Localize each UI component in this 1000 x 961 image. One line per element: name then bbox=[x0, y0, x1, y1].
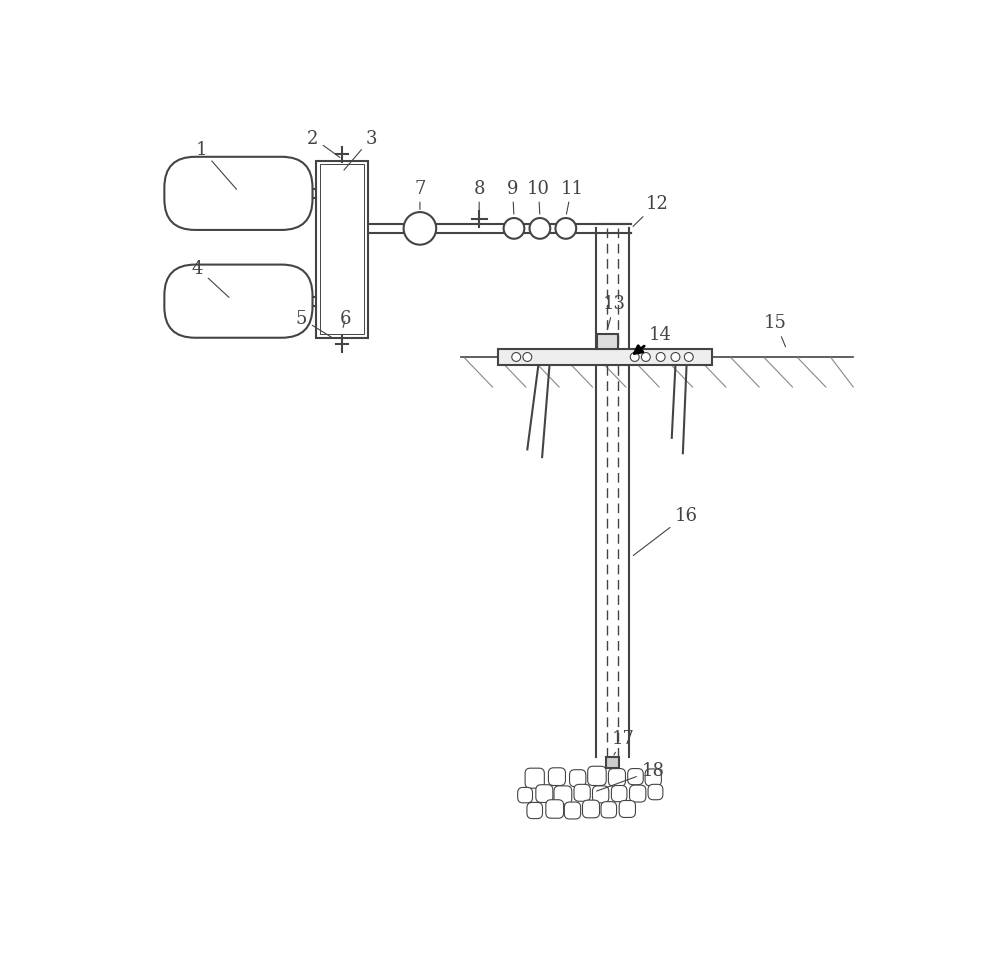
Bar bbox=[597, 334, 618, 350]
Circle shape bbox=[630, 354, 639, 362]
FancyBboxPatch shape bbox=[648, 784, 663, 800]
FancyBboxPatch shape bbox=[536, 785, 553, 802]
Circle shape bbox=[656, 354, 665, 362]
Text: 5: 5 bbox=[296, 310, 332, 338]
Text: 10: 10 bbox=[527, 180, 550, 215]
FancyBboxPatch shape bbox=[645, 769, 661, 786]
Circle shape bbox=[530, 219, 550, 239]
Circle shape bbox=[404, 213, 436, 245]
Circle shape bbox=[684, 354, 693, 362]
FancyBboxPatch shape bbox=[518, 788, 532, 803]
Circle shape bbox=[504, 219, 524, 239]
Text: 3: 3 bbox=[344, 130, 378, 171]
FancyBboxPatch shape bbox=[601, 801, 617, 818]
FancyBboxPatch shape bbox=[164, 158, 313, 231]
Text: 12: 12 bbox=[633, 195, 668, 227]
FancyBboxPatch shape bbox=[554, 786, 572, 804]
Bar bbox=[606, 757, 619, 769]
Circle shape bbox=[671, 354, 680, 362]
FancyBboxPatch shape bbox=[570, 770, 586, 787]
FancyBboxPatch shape bbox=[611, 786, 627, 801]
Bar bbox=[498, 350, 712, 365]
FancyBboxPatch shape bbox=[628, 769, 643, 785]
Text: 16: 16 bbox=[633, 506, 698, 555]
FancyBboxPatch shape bbox=[592, 786, 609, 803]
FancyBboxPatch shape bbox=[546, 800, 564, 819]
Text: 2: 2 bbox=[307, 130, 340, 159]
Text: 4: 4 bbox=[192, 260, 229, 298]
FancyBboxPatch shape bbox=[574, 784, 590, 801]
Text: 18: 18 bbox=[597, 762, 665, 791]
Bar bbox=[316, 161, 368, 338]
FancyBboxPatch shape bbox=[164, 265, 313, 338]
Text: 15: 15 bbox=[764, 314, 787, 347]
FancyBboxPatch shape bbox=[588, 767, 606, 786]
Circle shape bbox=[512, 354, 521, 362]
FancyBboxPatch shape bbox=[564, 802, 581, 819]
Text: 6: 6 bbox=[340, 310, 352, 328]
Text: 14: 14 bbox=[634, 326, 672, 354]
Text: 9: 9 bbox=[507, 180, 518, 215]
FancyBboxPatch shape bbox=[582, 801, 600, 818]
Text: 8: 8 bbox=[473, 180, 485, 216]
Text: 11: 11 bbox=[560, 180, 583, 215]
Text: 1: 1 bbox=[196, 141, 237, 190]
FancyBboxPatch shape bbox=[525, 769, 544, 788]
Circle shape bbox=[641, 354, 650, 362]
FancyBboxPatch shape bbox=[619, 801, 635, 818]
FancyBboxPatch shape bbox=[548, 768, 565, 786]
FancyBboxPatch shape bbox=[527, 802, 542, 819]
Text: 13: 13 bbox=[603, 295, 626, 331]
FancyBboxPatch shape bbox=[608, 769, 625, 786]
Text: 17: 17 bbox=[612, 729, 635, 755]
FancyBboxPatch shape bbox=[630, 785, 646, 802]
Circle shape bbox=[523, 354, 532, 362]
Bar bbox=[320, 165, 364, 334]
Text: 7: 7 bbox=[414, 180, 426, 210]
Circle shape bbox=[555, 219, 576, 239]
